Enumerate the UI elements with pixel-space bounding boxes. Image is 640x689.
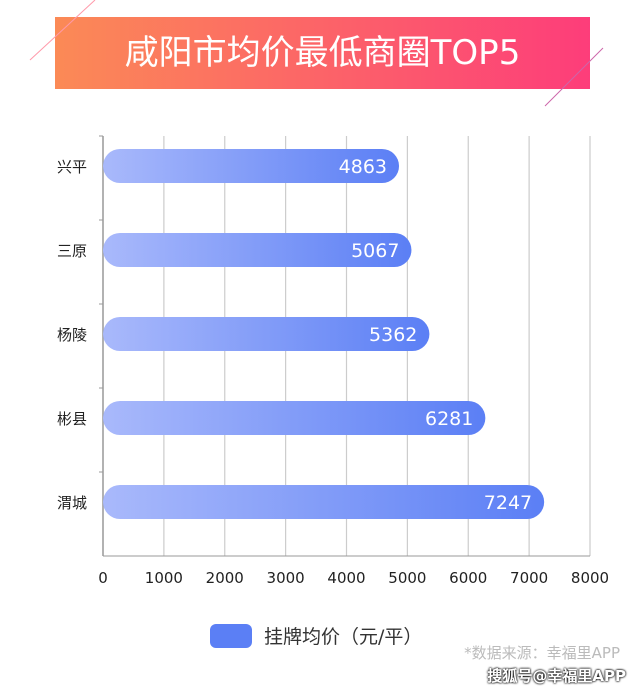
y-tick-label: 彬县	[57, 410, 87, 428]
bar	[103, 149, 400, 183]
x-tick-label: 3000	[267, 569, 305, 587]
title-banner	[55, 17, 590, 89]
x-tick-label: 5000	[388, 569, 426, 587]
bar	[103, 401, 486, 435]
legend-swatch	[210, 623, 252, 648]
data-label: 7247	[484, 492, 532, 514]
data-label: 5067	[351, 240, 399, 262]
source-note: *数据来源：幸福里APP	[464, 644, 620, 662]
x-tick-label: 2000	[206, 569, 244, 587]
x-tick-label: 8000	[571, 569, 609, 587]
legend: 挂牌均价（元/平）	[210, 622, 422, 649]
bar	[103, 233, 412, 267]
legend-label: 挂牌均价（元/平）	[264, 626, 423, 648]
x-tick-label: 4000	[327, 569, 365, 587]
bar	[103, 485, 545, 519]
decor-line	[29, 0, 96, 61]
x-tick-label: 6000	[449, 569, 487, 587]
chart-title: 咸阳市均价最低商圈TOP5	[124, 33, 521, 73]
decor-line	[544, 47, 604, 107]
bar	[103, 317, 430, 351]
data-label: 4863	[339, 156, 387, 178]
x-tick-label: 1000	[145, 569, 183, 587]
x-tick-label: 7000	[510, 569, 548, 587]
watermark: 搜狐号@幸福里APP	[487, 667, 626, 685]
data-label: 6281	[425, 408, 473, 430]
x-tick-label: 0	[98, 569, 108, 587]
y-tick-label: 兴平	[57, 158, 87, 176]
data-label: 5362	[369, 324, 417, 346]
y-tick-label: 三原	[57, 242, 87, 260]
y-tick-label: 杨陵	[57, 326, 87, 344]
y-tick-label: 渭城	[57, 494, 87, 512]
